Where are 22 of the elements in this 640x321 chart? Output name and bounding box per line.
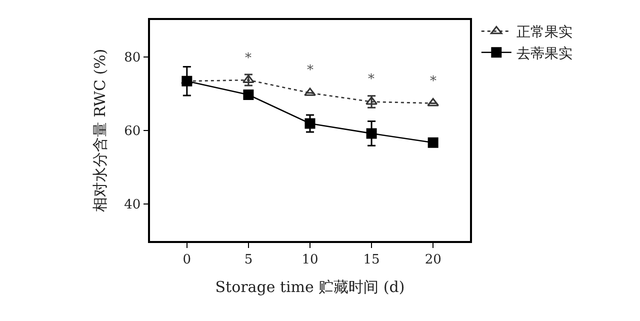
x-axis-title: Storage time 贮藏时间 (d) <box>215 278 405 296</box>
legend-label: 正常果实 <box>516 24 572 41</box>
x-tick-label: 10 <box>302 252 318 268</box>
y-tick-label: 60 <box>124 124 141 140</box>
point <box>243 90 254 100</box>
x-tick-label: 5 <box>244 252 253 268</box>
annotation: * <box>368 72 375 87</box>
y-axis-title: 相对水分含量 RWC (%) <box>90 48 109 212</box>
point <box>366 128 377 139</box>
point <box>428 137 438 148</box>
y-tick-label: 80 <box>124 50 141 66</box>
x-tick-label: 15 <box>363 252 380 268</box>
annotation: * <box>430 74 437 89</box>
legend-label: 去蒂果实 <box>516 46 572 62</box>
point <box>304 118 316 129</box>
x-tick-label: 0 <box>182 252 192 268</box>
point <box>304 88 316 96</box>
y-tick-label: 40 <box>124 198 141 213</box>
x-tick-label: 20 <box>424 252 442 268</box>
annotation: * <box>307 63 314 78</box>
point <box>427 98 440 106</box>
annotation: * <box>245 51 252 66</box>
